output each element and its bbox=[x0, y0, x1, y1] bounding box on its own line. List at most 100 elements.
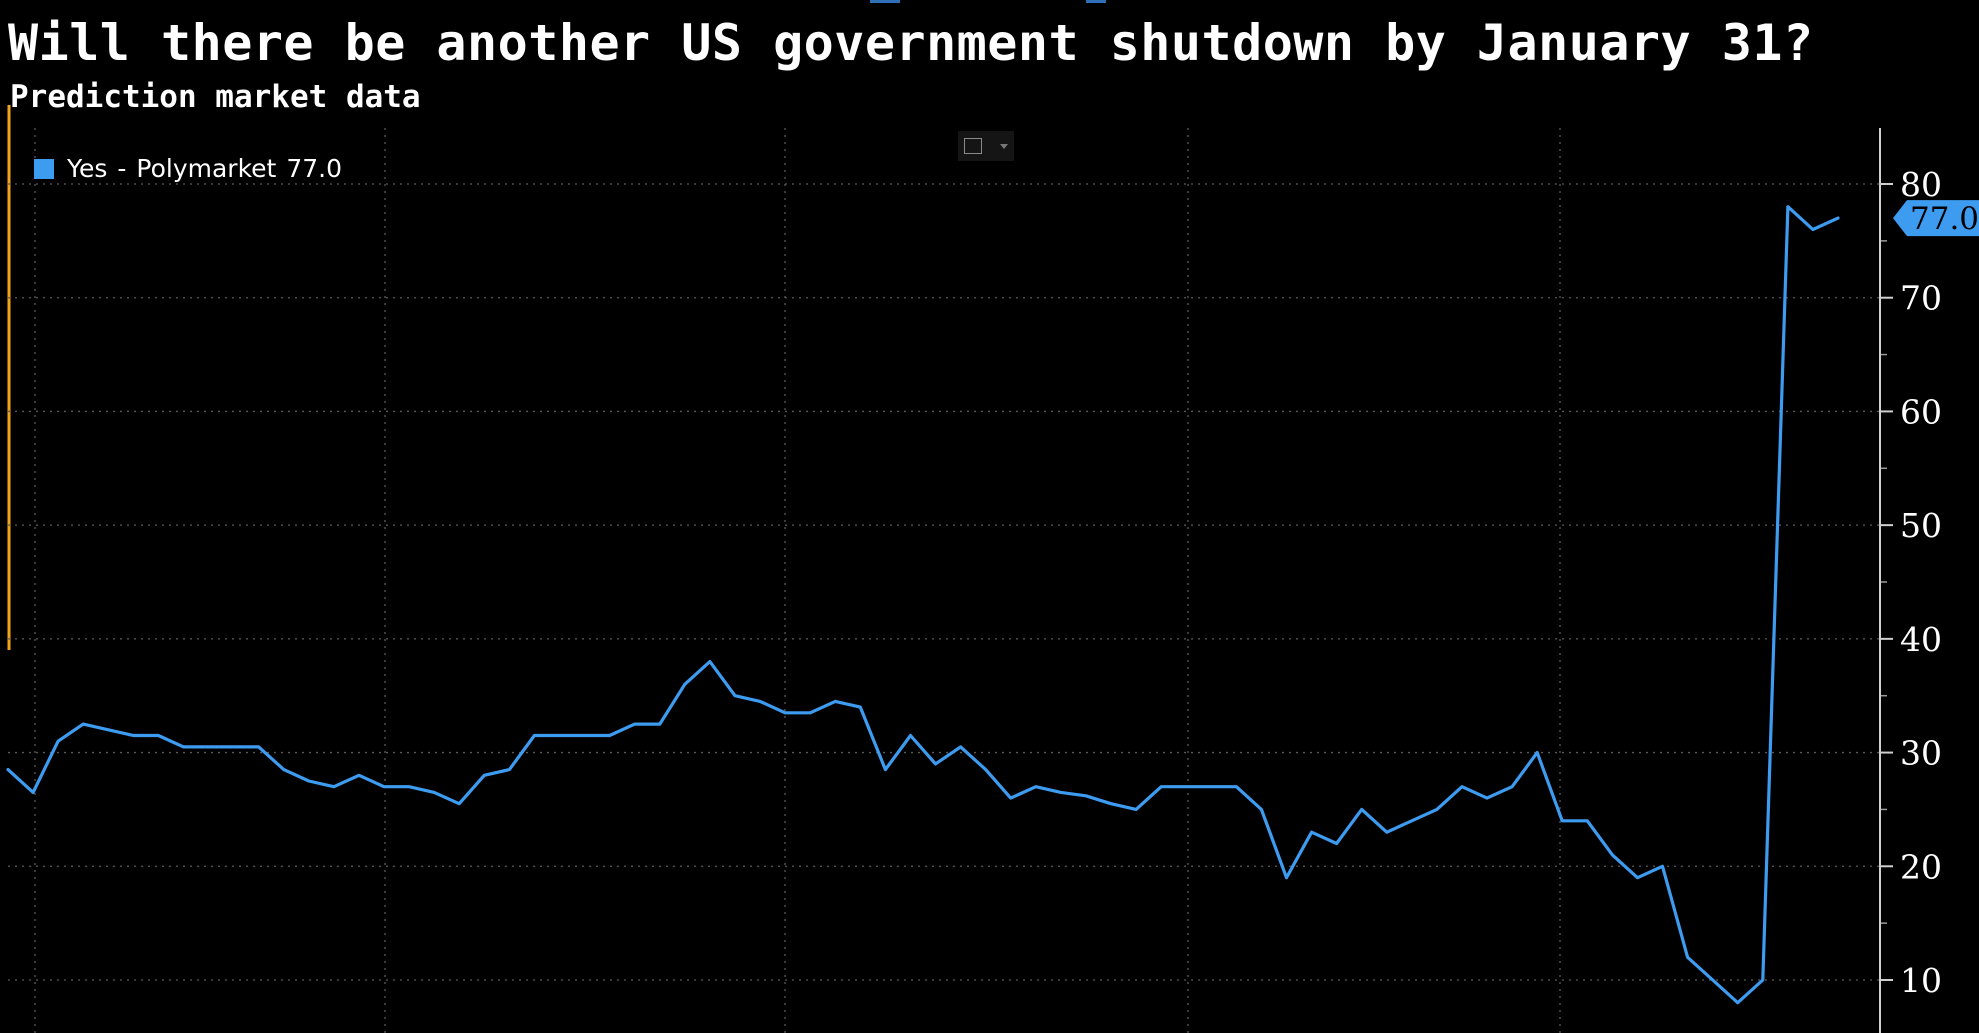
data-point bbox=[1009, 797, 1012, 799]
data-point bbox=[1260, 808, 1263, 811]
data-point bbox=[1686, 956, 1689, 959]
y-tick-label: 60 bbox=[1900, 392, 1942, 431]
data-point bbox=[1661, 865, 1664, 868]
legend-series-label: Yes bbox=[67, 154, 108, 183]
data-point bbox=[1335, 842, 1338, 845]
y-tick-label: 20 bbox=[1900, 847, 1942, 886]
data-point bbox=[1736, 1001, 1739, 1004]
data-point bbox=[408, 785, 410, 788]
last-value-tag bbox=[1893, 200, 1979, 237]
legend-swatch bbox=[34, 158, 54, 179]
data-point bbox=[1561, 820, 1563, 822]
data-point bbox=[283, 768, 285, 771]
y-tick-label: 50 bbox=[1900, 506, 1942, 545]
data-point bbox=[1812, 228, 1814, 231]
data-point bbox=[909, 734, 912, 737]
legend-separator: - bbox=[117, 154, 127, 183]
data-point bbox=[834, 700, 837, 703]
y-tick-label: 40 bbox=[1900, 620, 1942, 659]
data-point bbox=[232, 746, 235, 748]
data-point bbox=[884, 768, 887, 771]
data-point bbox=[1436, 808, 1438, 811]
data-point bbox=[1787, 205, 1789, 208]
data-point bbox=[1210, 785, 1213, 788]
data-point bbox=[734, 694, 736, 697]
data-point bbox=[1461, 785, 1463, 788]
data-point bbox=[659, 723, 661, 725]
line-chart-icon bbox=[964, 138, 982, 154]
data-point bbox=[257, 746, 260, 748]
data-point bbox=[784, 712, 786, 714]
legend-series-source: Polymarket bbox=[136, 154, 277, 183]
data-point bbox=[1762, 979, 1764, 981]
top-tab-indicator bbox=[870, 0, 900, 3]
data-point bbox=[1285, 876, 1288, 879]
data-point bbox=[1611, 854, 1614, 856]
top-tab-indicator bbox=[1086, 0, 1106, 3]
data-point bbox=[483, 774, 486, 777]
chart-legend[interactable]: Yes - Polymarket 77.0 bbox=[34, 154, 342, 183]
data-point bbox=[1185, 785, 1187, 788]
data-point bbox=[984, 768, 987, 771]
data-point bbox=[107, 729, 110, 731]
data-point bbox=[1386, 831, 1388, 833]
data-point bbox=[1110, 802, 1112, 805]
data-point bbox=[633, 723, 636, 725]
data-point bbox=[1536, 751, 1538, 754]
data-point bbox=[358, 774, 360, 777]
data-point bbox=[433, 791, 436, 794]
data-point bbox=[959, 746, 962, 748]
data-point bbox=[1035, 785, 1037, 788]
data-point bbox=[57, 740, 59, 742]
data-point bbox=[7, 768, 9, 771]
data-point bbox=[859, 706, 862, 708]
y-tick-label: 80 bbox=[1900, 165, 1942, 204]
data-point bbox=[508, 768, 511, 771]
data-point bbox=[157, 734, 160, 737]
data-point bbox=[207, 746, 210, 748]
data-point bbox=[809, 712, 811, 714]
y-tick-label: 10 bbox=[1900, 961, 1942, 1000]
data-point bbox=[132, 734, 135, 737]
data-point bbox=[1135, 808, 1137, 811]
data-point bbox=[82, 723, 84, 725]
y-tick-label: 70 bbox=[1900, 279, 1942, 318]
data-point bbox=[1837, 217, 1839, 219]
y-tick-label: 30 bbox=[1900, 734, 1942, 773]
data-point bbox=[1060, 791, 1062, 794]
data-point bbox=[709, 660, 711, 663]
data-point bbox=[1160, 785, 1162, 788]
data-point bbox=[1085, 795, 1087, 797]
data-point bbox=[558, 734, 561, 737]
data-point bbox=[1310, 831, 1313, 833]
data-point bbox=[1411, 820, 1413, 822]
data-point bbox=[1711, 979, 1714, 981]
data-point bbox=[1235, 785, 1238, 788]
data-point bbox=[383, 785, 385, 788]
data-point bbox=[182, 746, 185, 748]
data-point bbox=[1360, 808, 1363, 811]
data-point bbox=[608, 734, 611, 737]
data-point bbox=[1511, 785, 1513, 788]
chart-type-button[interactable] bbox=[958, 131, 1014, 161]
data-point bbox=[1486, 797, 1488, 799]
data-point bbox=[583, 734, 586, 737]
legend-last-value: 77.0 bbox=[286, 154, 343, 183]
data-point bbox=[1586, 820, 1589, 822]
chevron-down-icon bbox=[1000, 143, 1008, 149]
data-point bbox=[458, 802, 461, 805]
series-line-yes bbox=[6, 205, 1840, 1005]
last-value-label: 77.0 bbox=[1910, 201, 1979, 237]
data-point bbox=[684, 683, 686, 686]
chart-subtitle: Prediction market data bbox=[10, 79, 421, 115]
data-point bbox=[533, 734, 536, 737]
data-point bbox=[32, 791, 34, 794]
data-point bbox=[759, 700, 761, 703]
chart-title: Will there be another US government shut… bbox=[8, 14, 1814, 72]
data-point bbox=[308, 780, 310, 782]
data-point bbox=[333, 785, 335, 788]
data-point bbox=[934, 763, 937, 765]
data-point bbox=[1636, 876, 1639, 879]
